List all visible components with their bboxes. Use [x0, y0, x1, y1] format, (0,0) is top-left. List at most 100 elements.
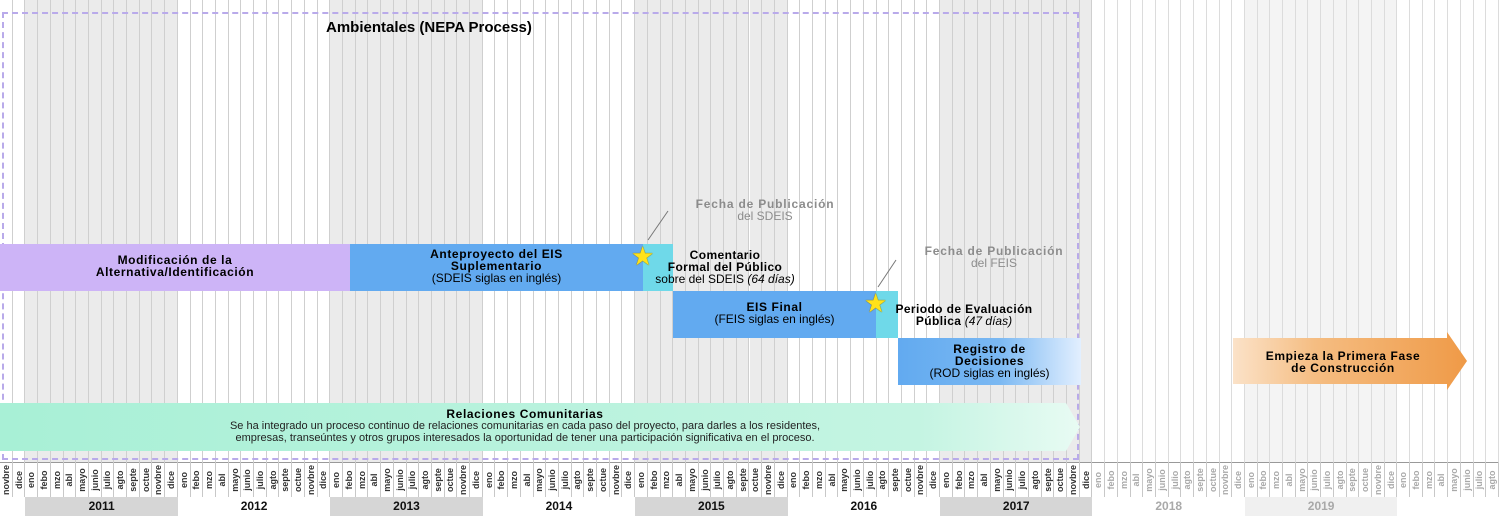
feis-pointer-line: [877, 259, 897, 288]
month-label: julio: [407, 462, 420, 497]
month-column: [711, 0, 725, 462]
month-column: [50, 0, 64, 462]
month-column: [76, 0, 89, 462]
month-label: febo: [648, 462, 661, 497]
month-label: octue: [750, 462, 763, 497]
month-column: [254, 0, 267, 462]
month-label: novbre: [915, 462, 928, 497]
month-column: [114, 0, 128, 462]
month-label: eno: [25, 462, 39, 497]
month-label: junio: [1308, 462, 1322, 497]
month-label: dice: [1385, 462, 1398, 497]
community-relations-arrow: Relaciones Comunitarias Se ha integrado …: [0, 403, 1080, 451]
month-label: novbre: [305, 462, 318, 497]
month-column: [216, 0, 229, 462]
month-label: novbre: [0, 462, 13, 497]
month-column: [749, 0, 763, 462]
month-column: [342, 0, 356, 462]
phase-comentario-bar: [643, 244, 673, 291]
comentario-line2: Formal del Público: [667, 260, 783, 274]
evaluacion-duration: (47 días): [964, 314, 1013, 328]
month-label: febo: [953, 462, 966, 497]
evaluacion-line1: Periodo de Evaluación: [895, 302, 1033, 316]
month-label: mayo: [1143, 462, 1156, 497]
phase-modificacion-line2: Alternativa/Identificación: [95, 265, 255, 279]
month-label: mayo: [991, 462, 1004, 497]
month-column: [165, 0, 178, 462]
month-label: eno: [635, 462, 648, 497]
month-label: eno: [178, 462, 191, 497]
month-label: octue: [902, 462, 915, 497]
community-text: Relaciones Comunitarias Se ha integrado …: [0, 408, 1050, 444]
phase-rod: Registro de Decisiones (ROD siglas en in…: [898, 338, 1081, 385]
month-label: mayo: [1296, 462, 1309, 497]
month-label: junio: [851, 462, 864, 497]
construction-text: Empieza la Primera Fase de Construcción: [1233, 350, 1453, 374]
phase-rod-line3: (ROD siglas en inglés): [929, 366, 1050, 380]
month-label: abl: [216, 462, 229, 497]
month-label: abl: [1283, 462, 1296, 497]
month-column: [1435, 0, 1449, 462]
month-label: julio: [1169, 462, 1182, 497]
year-label: 2017: [940, 497, 1093, 516]
month-column: [178, 0, 191, 462]
month-label: junio: [89, 462, 102, 497]
month-label: mayo: [381, 462, 394, 497]
month-column: [1143, 0, 1156, 462]
phase-rod-line2: Decisiones: [954, 354, 1025, 368]
month-label: dice: [470, 462, 483, 497]
month-label: junio: [1004, 462, 1017, 497]
star-icon: ★: [864, 288, 888, 318]
month-label: eno: [1092, 462, 1106, 497]
month-label: julio: [1474, 462, 1487, 497]
month-column: [902, 0, 915, 462]
month-label: octue: [1054, 462, 1068, 497]
month-column: [1486, 0, 1499, 462]
year-label: 2019: [1244, 497, 1398, 516]
month-column: [330, 0, 343, 462]
month-column: [25, 0, 39, 462]
month-column: [88, 0, 102, 462]
month-label: julio: [102, 462, 115, 497]
month-column: [724, 0, 737, 462]
month-column: [800, 0, 814, 462]
month-column: [305, 0, 318, 462]
month-column: [660, 0, 674, 462]
month-column: [508, 0, 521, 462]
phase-comentario-label: Comentario Formal del Público sobre del …: [643, 249, 807, 285]
month-label: septe: [1347, 462, 1360, 497]
month-label: mzo: [51, 462, 64, 497]
comentario-line3-text: sobre del SDEIS: [655, 272, 744, 286]
phase-feis-line1: EIS Final: [746, 300, 803, 314]
month-label: abl: [521, 462, 534, 497]
month-column: [267, 0, 280, 462]
evaluacion-line2-text: Pública: [915, 314, 962, 328]
month-label: dice: [927, 462, 941, 497]
month-label: mayo: [76, 462, 89, 497]
month-column: [1194, 0, 1207, 462]
month-column: [685, 0, 699, 462]
month-label: agto: [572, 462, 585, 497]
month-label: mayo: [534, 462, 547, 497]
month-label: febo: [1410, 462, 1423, 497]
sdeis-pub-line1: Fecha de Publicación: [695, 197, 835, 211]
month-label: junio: [1461, 462, 1474, 497]
month-column: [127, 0, 140, 462]
month-label: junio: [1156, 462, 1169, 497]
month-label: octue: [140, 462, 153, 497]
month-label: novbre: [1372, 462, 1385, 497]
month-column: [1410, 0, 1423, 462]
month-column: [101, 0, 115, 462]
month-column: [1181, 0, 1195, 462]
nepa-process-frame: [2, 12, 1079, 460]
month-column: [774, 0, 788, 462]
feis-pub-line2: del FEIS: [970, 256, 1018, 270]
month-column: [13, 0, 26, 462]
month-column: [698, 0, 712, 462]
evaluacion-line2: Pública (47 días): [876, 315, 1052, 327]
phase-feis: EIS Final (FEIS siglas en inglés): [673, 291, 876, 338]
month-column: [1220, 0, 1233, 462]
month-label: febo: [1258, 462, 1271, 497]
month-label: mayo: [1448, 462, 1461, 497]
